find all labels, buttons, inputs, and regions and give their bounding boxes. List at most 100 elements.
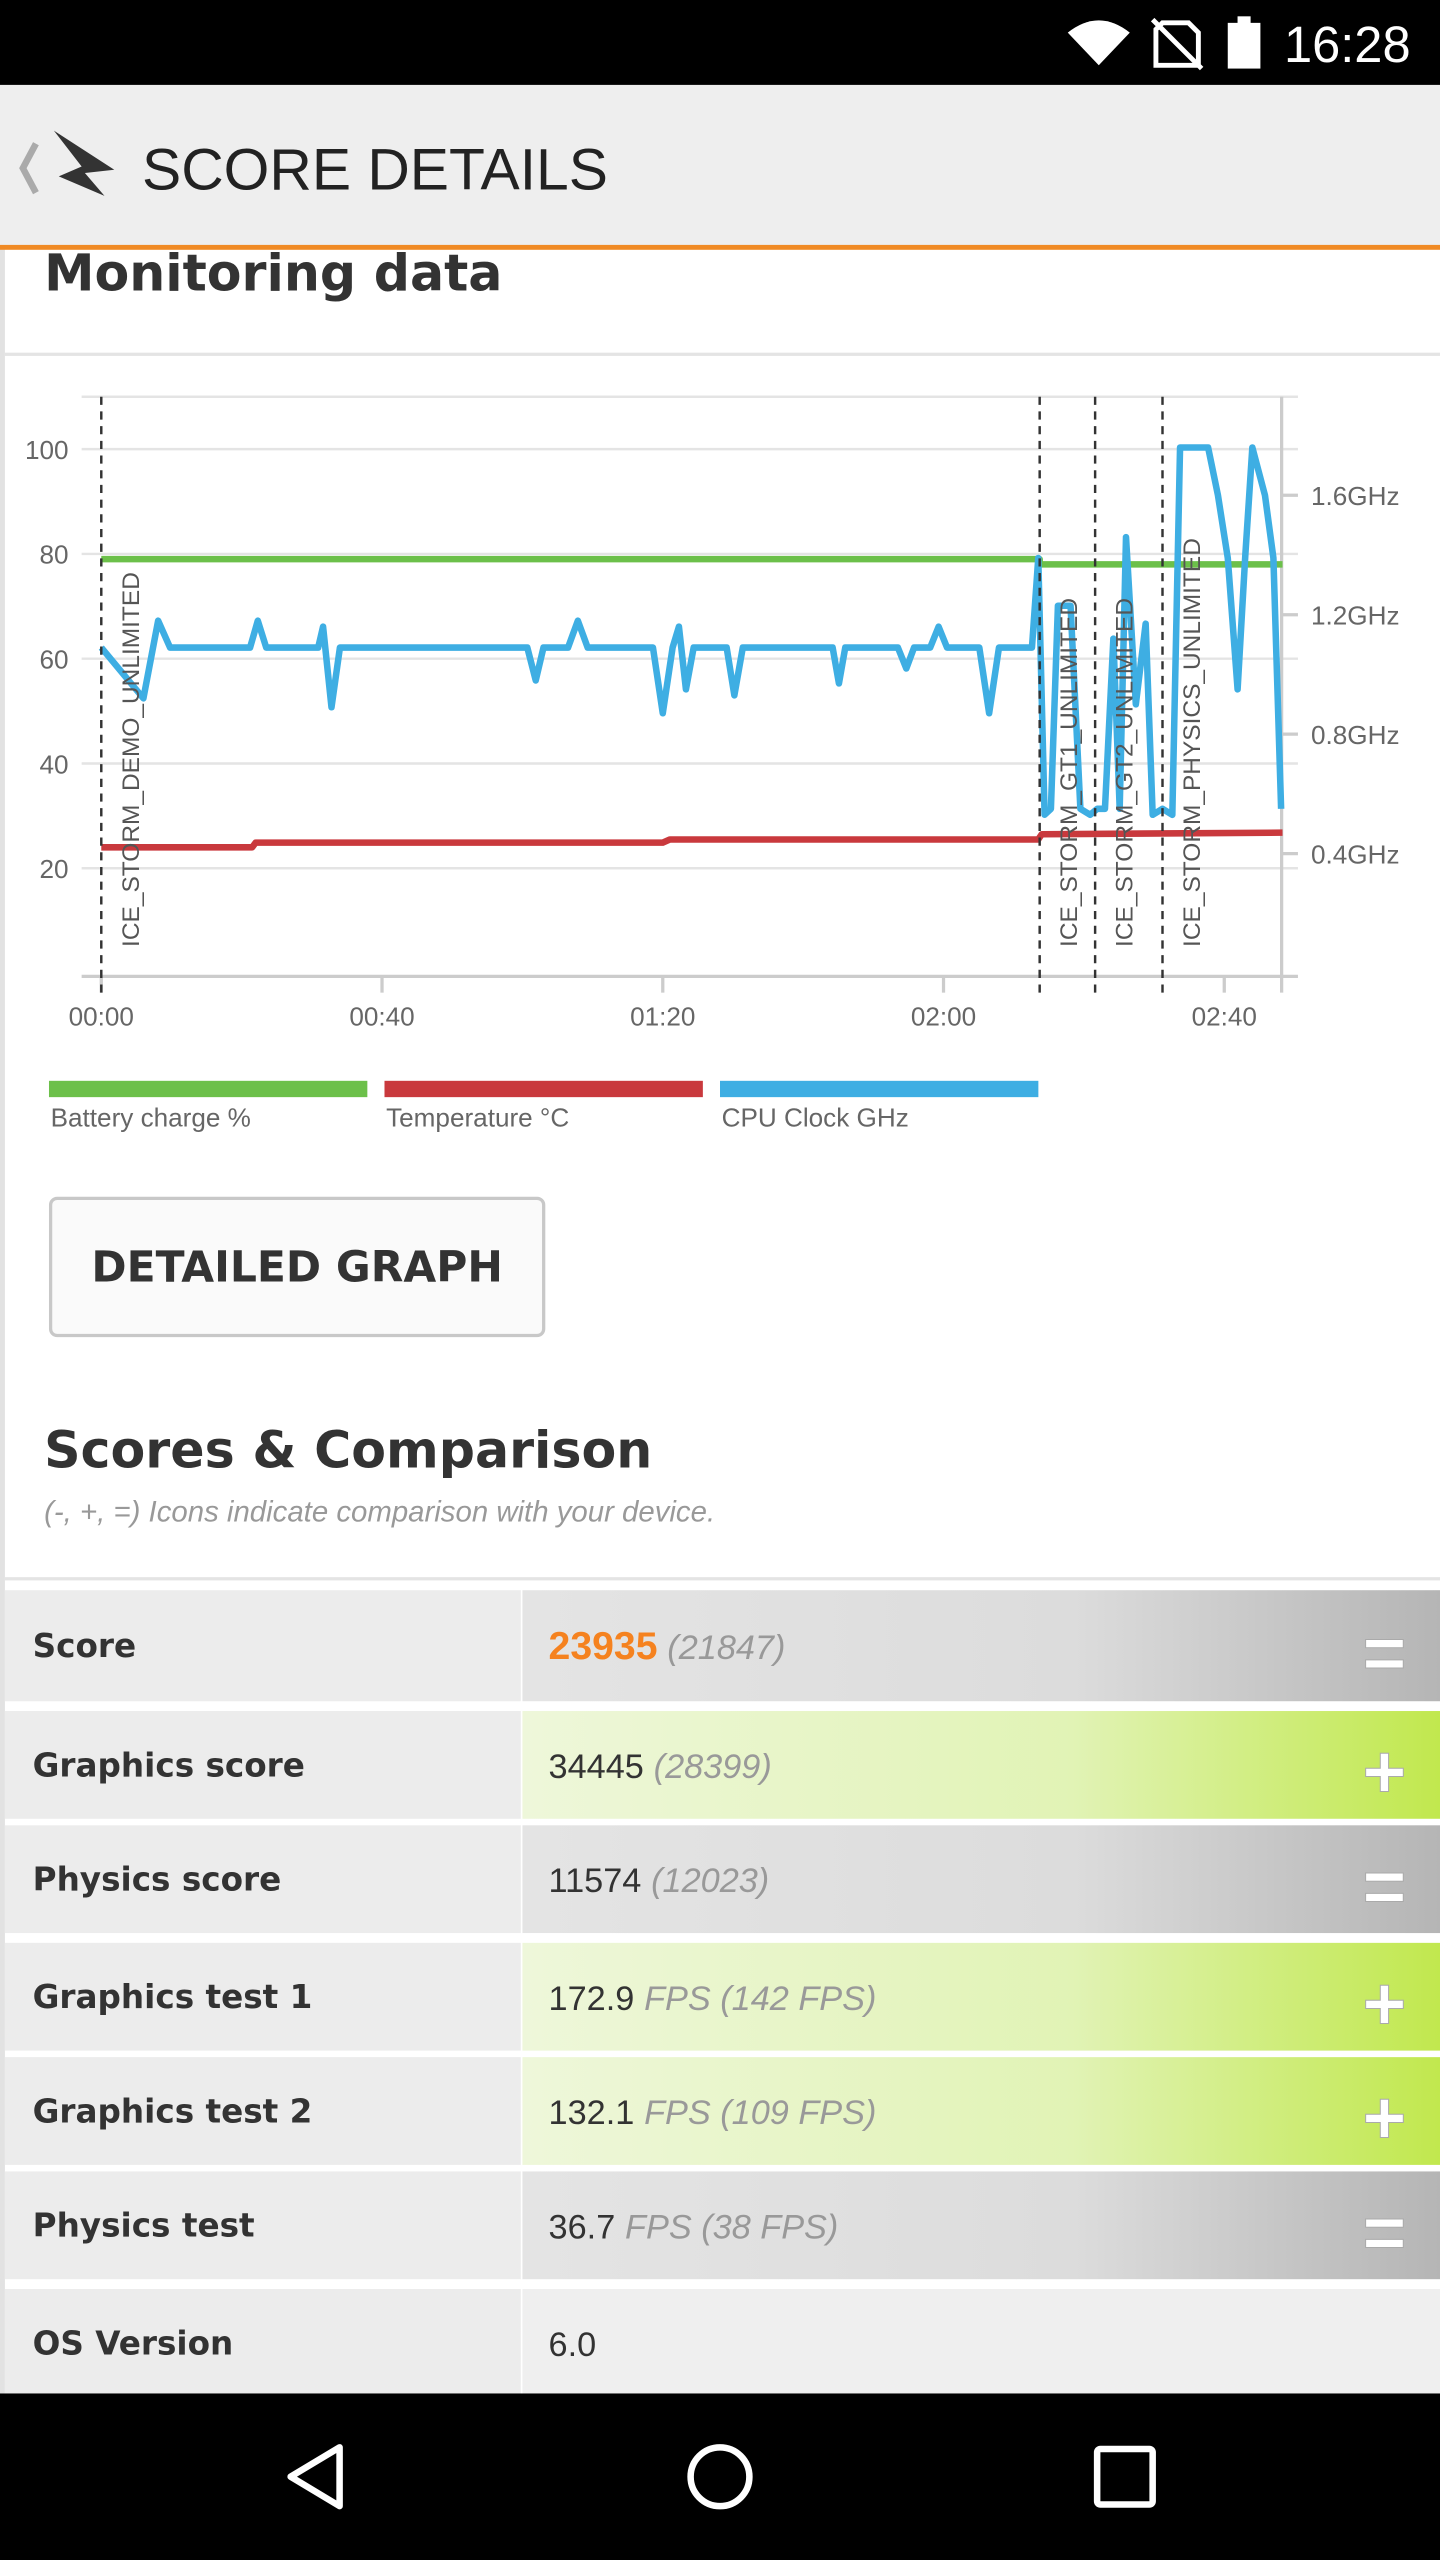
compare-icon: =	[1363, 1610, 1407, 1694]
compare-icon: +	[1363, 1730, 1407, 1814]
score-table: Score 23935 (21847) = Graphics score 34445 (28…	[4, 1590, 1440, 2397]
compare-icon: +	[1363, 2076, 1407, 2160]
row-value-line: 172.9 FPS (142 FPS)	[549, 1980, 877, 2018]
row-value: 11574	[549, 1862, 642, 1900]
x-tick-label: 01:20	[630, 1001, 695, 1031]
back-button[interactable]	[287, 2444, 343, 2510]
monitoring-chart: 20 40 60 80 100 00:00 00:40 01:20 02:00 02:40 0.4G…	[25, 395, 1400, 1133]
app-title: SCORE DETAILS	[142, 137, 608, 202]
legend-label: Battery charge %	[51, 1103, 251, 1133]
row-compare: (12023)	[651, 1862, 769, 1900]
recents-button[interactable]	[1093, 2445, 1156, 2508]
row-label-bg	[4, 2171, 521, 2280]
section-title: Monitoring data	[44, 244, 502, 303]
row-label-bg	[4, 1942, 521, 2051]
row-label-bg	[4, 1825, 521, 1934]
y-tick-label: 40	[40, 749, 69, 779]
sim-icon	[1150, 17, 1204, 71]
row-value-line: 6.0	[549, 2326, 597, 2364]
compare-icon: +	[1363, 1961, 1407, 2045]
clock: 16:28	[1284, 16, 1411, 73]
row-value: 172.9	[549, 1980, 635, 2018]
compare-icon: =	[1363, 2190, 1407, 2274]
legend-swatch	[720, 1080, 1039, 1098]
row-label: Score	[33, 1627, 137, 1665]
row-value: 132.1	[549, 2094, 635, 2132]
data-line	[101, 829, 1283, 851]
row-value: 34445	[549, 1748, 644, 1786]
x-tick-label: 02:00	[911, 1001, 976, 1031]
row-label-bg	[4, 2288, 521, 2397]
row-label-bg	[4, 1590, 521, 1702]
nav-bar	[0, 2393, 1440, 2560]
status-bar	[0, 0, 1440, 85]
legend-swatch	[48, 1080, 368, 1098]
row-compare: (28399)	[654, 1748, 772, 1786]
row-compare: FPS (38 FPS)	[625, 2208, 838, 2246]
divider	[4, 352, 1440, 356]
row-label: Graphics test 1	[33, 1978, 313, 2016]
button-bg[interactable]	[48, 1196, 546, 1338]
compare-icon: =	[1363, 1844, 1407, 1928]
section-subtitle: (-, +, =) Icons indicate comparison with…	[44, 1496, 715, 1529]
y2-tick-label: 0.8GHz	[1311, 720, 1400, 750]
row-label-bg	[4, 2057, 521, 2165]
data-line	[98, 444, 1285, 819]
row-value-bg	[522, 2057, 1440, 2165]
row-compare: FPS (142 FPS)	[644, 1980, 876, 2018]
battery-icon	[1227, 22, 1261, 69]
test-marker-label: ICE_STORM_GT2_UNLIMITED	[1112, 598, 1139, 947]
x-tick-label: 00:40	[349, 1001, 414, 1031]
app-logo	[53, 130, 115, 196]
y2-tick-label: 1.6GHz	[1311, 481, 1400, 511]
wifi-icon	[1067, 20, 1130, 66]
row-label: Graphics test 2	[33, 2092, 313, 2130]
row-value-line: 36.7 FPS (38 FPS)	[549, 2208, 839, 2246]
row-value: 36.7	[549, 2208, 616, 2246]
row-compare: FPS (109 FPS)	[644, 2094, 876, 2132]
test-marker-label: ICE_STORM_GT1_UNLIMITED	[1056, 598, 1083, 947]
row-value-line: 11574 (12023)	[549, 1862, 770, 1900]
y-tick-label: 60	[40, 644, 69, 674]
button-label[interactable]: DETAILED GRAPH	[91, 1244, 503, 1293]
row-label: Physics score	[33, 1861, 282, 1899]
test-marker-label: ICE_STORM_PHYSICS_UNLIMITED	[1179, 538, 1206, 947]
row-label-bg	[4, 1711, 521, 1819]
row-label: Physics test	[33, 2207, 255, 2245]
row-value-bg	[522, 1711, 1440, 1819]
row-compare: (21847)	[667, 1629, 785, 1667]
app-bar-accent	[0, 244, 1440, 250]
x-tick-label: 02:40	[1192, 1001, 1257, 1031]
row-value: 23935	[549, 1625, 658, 1668]
row-value-bg	[522, 1825, 1440, 1934]
y-tick-label: 100	[25, 435, 69, 465]
row-value-bg	[522, 2171, 1440, 2280]
back-icon[interactable]	[19, 142, 39, 195]
row-value-line: 132.1 FPS (109 FPS)	[549, 2094, 877, 2132]
legend-label: Temperature °C	[386, 1103, 569, 1133]
row-value-bg	[522, 2288, 1440, 2397]
row-value-line: 23935 (21847)	[549, 1625, 786, 1668]
row-label: OS Version	[33, 2324, 234, 2362]
y-tick-label: 80	[40, 540, 69, 570]
card-edge	[0, 248, 5, 2394]
legend-swatch	[384, 1080, 703, 1098]
y2-tick-label: 1.2GHz	[1311, 601, 1400, 631]
row-value-bg	[522, 1942, 1440, 2051]
battery-tip	[1237, 16, 1251, 25]
row-value-bg	[522, 1590, 1440, 1702]
detailed-graph-button[interactable]: DETAILED GRAPH	[48, 1196, 546, 1338]
y-tick-label: 20	[40, 854, 69, 884]
app-bar	[0, 84, 1440, 247]
section-title: Scores & Comparison	[44, 1421, 652, 1480]
x-tick-label: 00:00	[69, 1001, 134, 1031]
row-value: 6.0	[549, 2326, 597, 2364]
divider	[4, 1577, 1440, 1581]
row-value-line: 34445 (28399)	[549, 1748, 772, 1786]
test-marker-label: ICE_STORM_DEMO_UNLIMITED	[118, 572, 145, 947]
y2-tick-label: 0.4GHz	[1311, 839, 1400, 869]
legend-label: CPU Clock GHz	[722, 1103, 909, 1133]
home-button[interactable]	[687, 2444, 753, 2510]
